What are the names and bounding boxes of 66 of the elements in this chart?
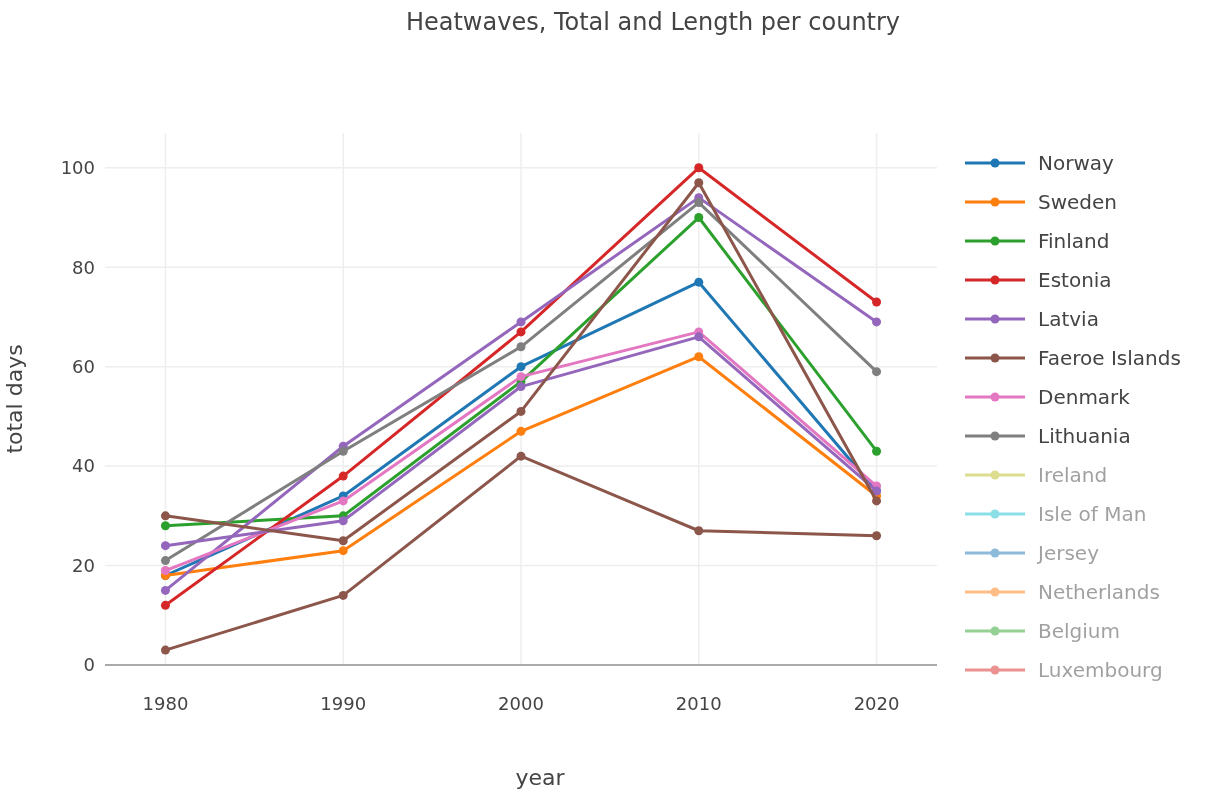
y-axis-title: total days (2, 344, 27, 454)
point (338, 536, 348, 546)
point (872, 531, 882, 541)
point (872, 317, 882, 327)
x-axis-title: year (515, 765, 566, 790)
point (516, 451, 526, 461)
y-tick-label: 40 (72, 455, 95, 477)
point (694, 198, 704, 208)
point (338, 446, 348, 456)
x-tick-label: 1990 (320, 693, 367, 714)
y-tick-label: 20 (72, 554, 95, 576)
point (872, 367, 882, 377)
point (160, 585, 170, 595)
y-tick-label: 80 (72, 256, 95, 278)
legend-label: Ireland (1038, 463, 1108, 487)
y-tick-label: 100 (60, 157, 95, 179)
legend-label: Jersey (1036, 541, 1100, 565)
point (160, 541, 170, 551)
point (338, 546, 348, 556)
point (516, 382, 526, 392)
y-tick-label: 60 (72, 355, 95, 377)
point (516, 317, 526, 327)
point (872, 496, 882, 506)
point (160, 645, 170, 655)
point (516, 426, 526, 436)
point (516, 342, 526, 352)
point (160, 556, 170, 566)
x-tick-label: 2010 (675, 693, 722, 714)
legend-label: Denmark (1038, 385, 1131, 409)
x-tick-label: 2000 (498, 693, 544, 714)
point (338, 496, 348, 506)
x-tick-label: 1980 (142, 693, 189, 714)
point (694, 163, 704, 173)
point (338, 471, 348, 481)
point (516, 362, 526, 372)
legend-label: Isle of Man (1038, 502, 1147, 526)
legend-label: Sweden (1038, 190, 1118, 214)
point (338, 516, 348, 526)
point (516, 327, 526, 337)
x-tick-label: 2020 (853, 693, 900, 714)
point (694, 178, 704, 188)
legend-label: Lithuania (1038, 424, 1131, 448)
point (516, 372, 526, 382)
point (160, 511, 170, 521)
point (338, 590, 348, 600)
legend-label: Estonia (1038, 268, 1112, 292)
legend-label: Netherlands (1038, 580, 1160, 604)
point (872, 297, 882, 307)
legend-label: Finland (1038, 229, 1110, 253)
legend-label: Belgium (1038, 619, 1120, 643)
point (694, 277, 704, 287)
point (694, 332, 704, 342)
legend-label: Faeroe Islands (1038, 346, 1181, 370)
point (872, 446, 882, 456)
legend-label: Norway (1038, 151, 1115, 175)
legend-label: Latvia (1038, 307, 1099, 331)
y-tick-label: 0 (83, 654, 95, 676)
point (160, 521, 170, 531)
point (160, 600, 170, 610)
point (694, 213, 704, 223)
point (694, 352, 704, 362)
chart-title: Heatwaves, Total and Length per country (405, 8, 901, 36)
point (516, 406, 526, 416)
point (160, 566, 170, 576)
point (694, 526, 704, 536)
legend-label: Luxembourg (1038, 658, 1163, 682)
